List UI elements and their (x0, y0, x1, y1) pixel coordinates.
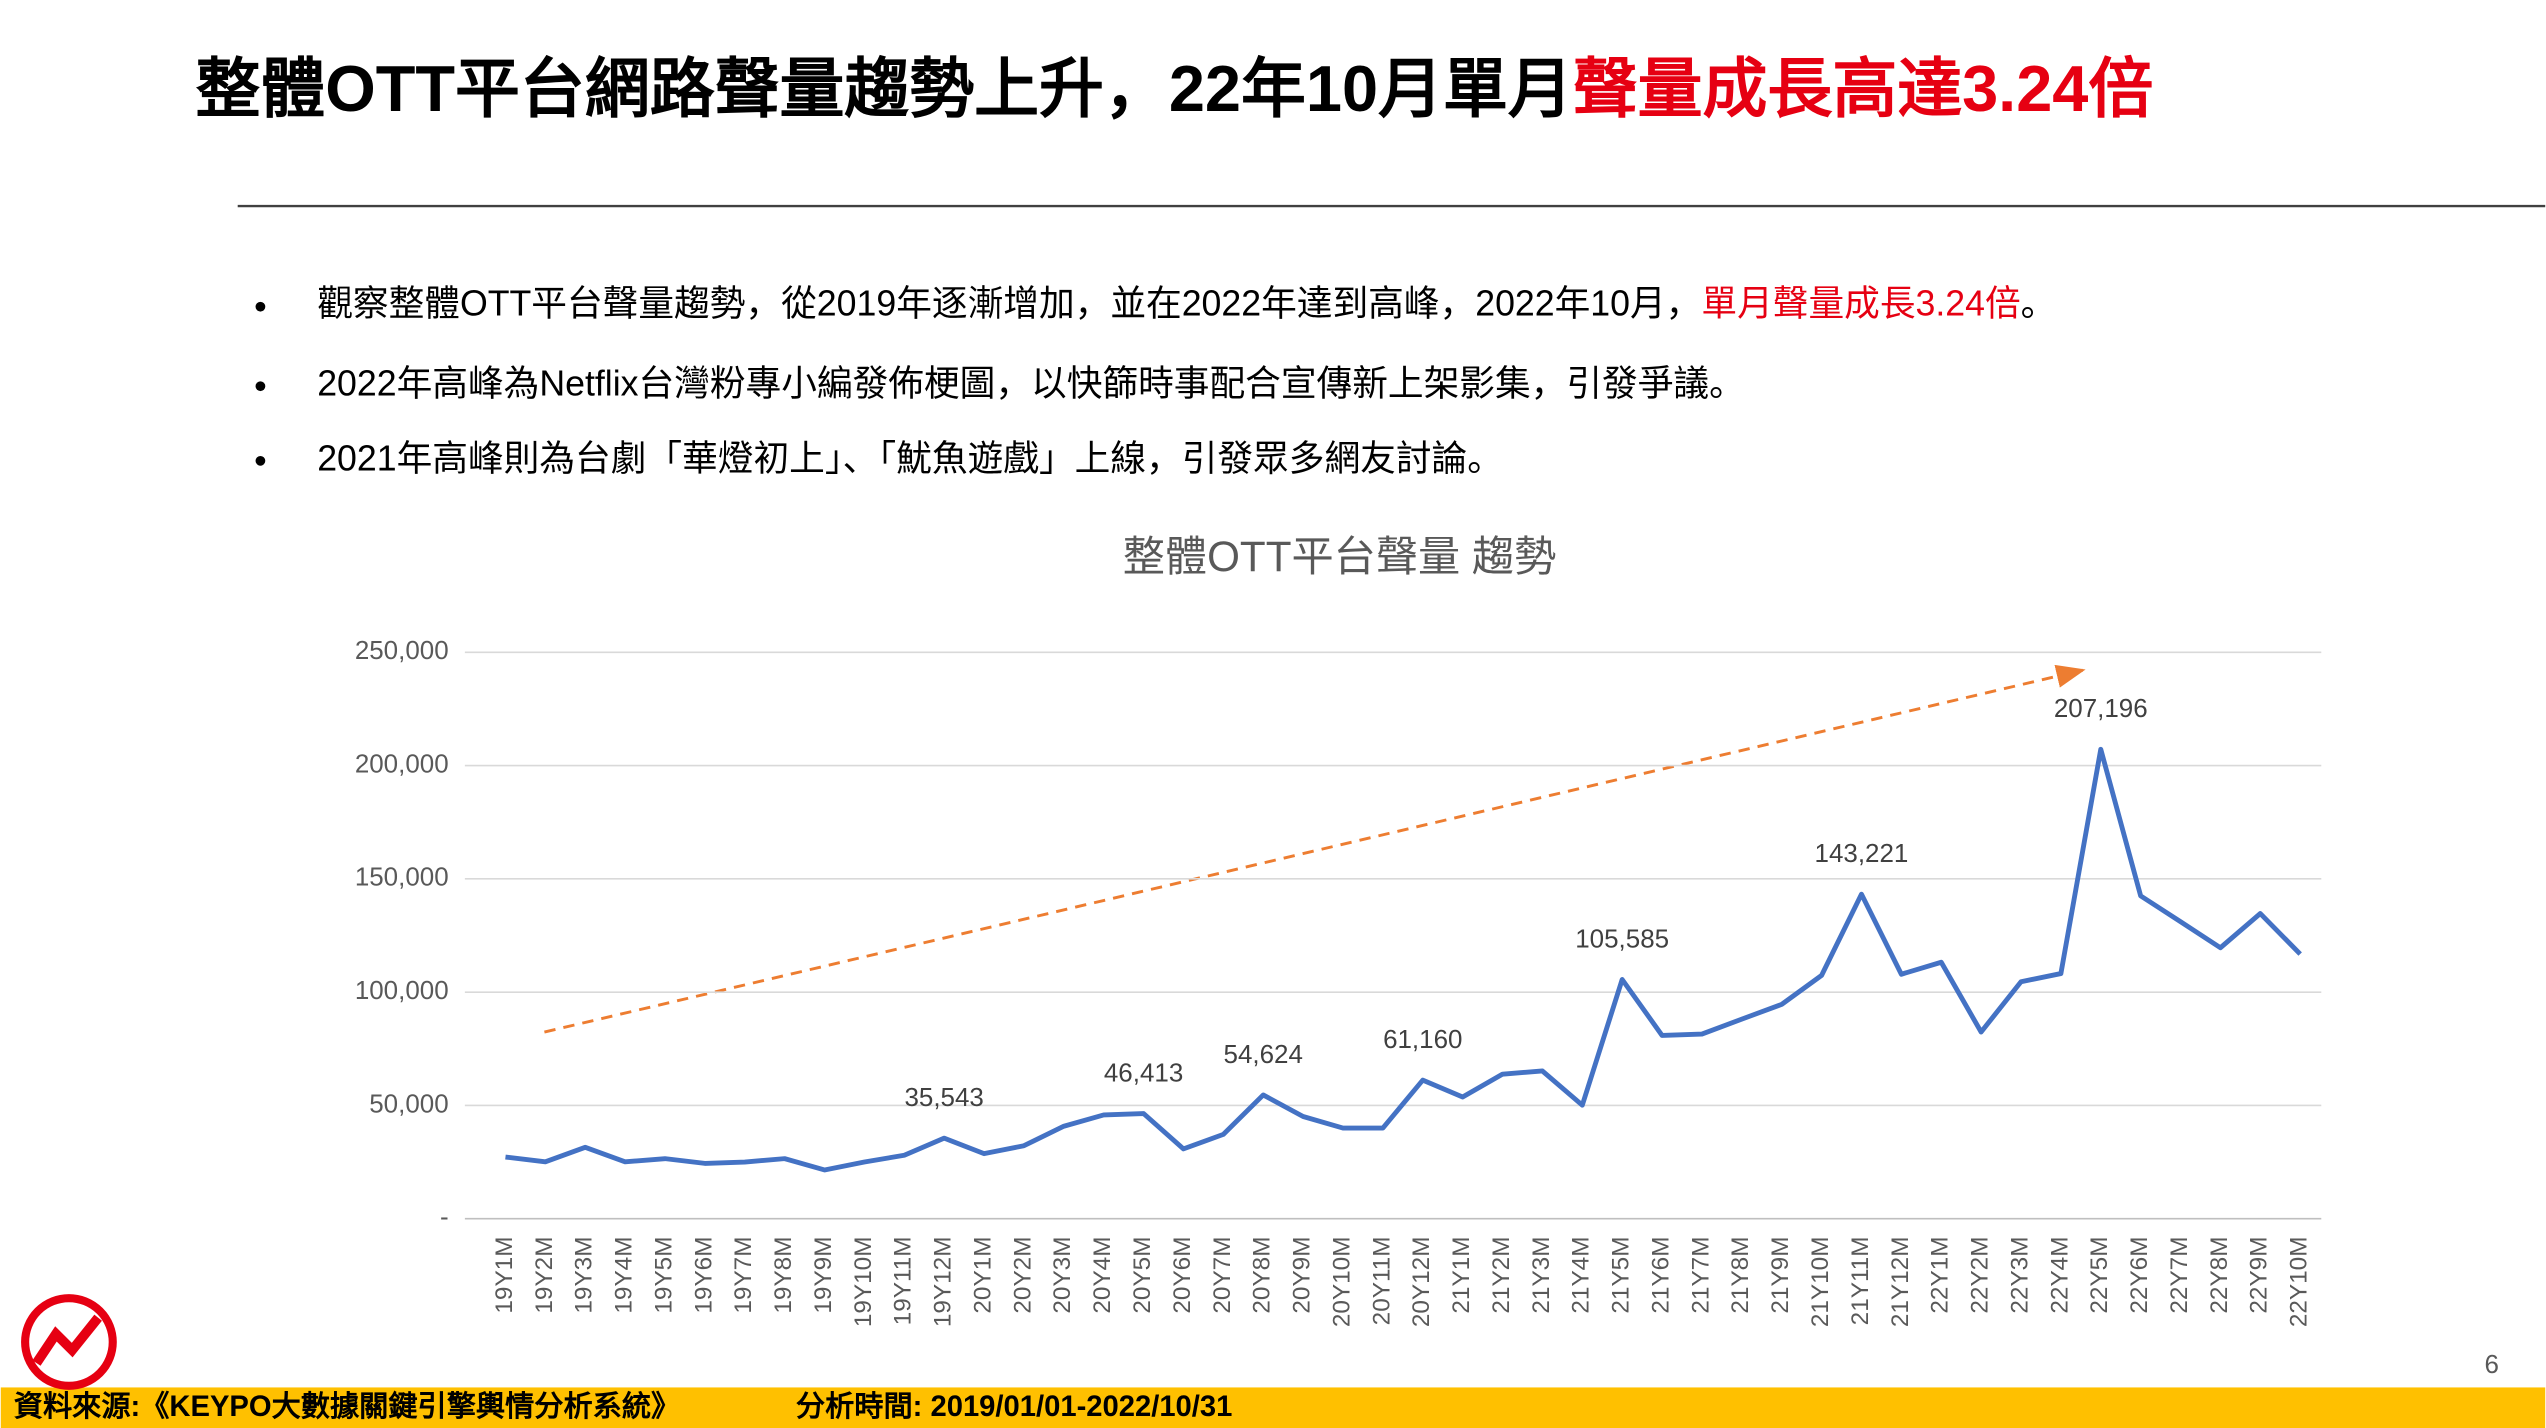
x-tick-label: 19Y12M (930, 1237, 957, 1328)
data-label: 207,196 (2054, 693, 2148, 723)
bullet: 2022年高峰為Netflix台灣粉專小編發佈梗圖，以快篩時事配合宣傳新上架影集… (317, 364, 1745, 404)
x-tick-label: 20Y8M (1249, 1237, 1276, 1314)
x-tick-label: 19Y3M (571, 1237, 598, 1314)
x-tick-label: 21Y7M (1687, 1237, 1714, 1314)
footer-source: 資料來源:《KEYPO大數據關鍵引擎輿情分析系統》 (14, 1389, 680, 1423)
bullet: 觀察整體OTT平台聲量趨勢，從2019年逐漸增加，並在2022年達到高峰，202… (317, 284, 2056, 324)
x-tick-label: 20Y12M (1408, 1237, 1435, 1328)
x-tick-label: 19Y6M (690, 1237, 717, 1314)
y-tick-label: 150,000 (355, 862, 449, 892)
x-tick-label: 21Y11M (1847, 1237, 1874, 1326)
footer-bar (0, 1387, 2546, 1428)
bullet: 2021年高峰則為台劇「華燈初上」、「魷魚遊戲」上線，引發眾多網友討論。 (317, 438, 1503, 478)
x-tick-label: 22Y10M (2286, 1237, 2313, 1328)
x-tick-label: 21Y4M (1568, 1237, 1595, 1314)
x-tick-label: 22Y2M (1967, 1237, 1994, 1314)
trend-arrow (544, 664, 2086, 1034)
x-tick-label: 19Y4M (611, 1237, 638, 1314)
slide-title: 整體OTT平台網路聲量趨勢上升，22年10月單月聲量成長高達3.24倍 (196, 52, 2154, 125)
x-tick-label: 20Y2M (1009, 1237, 1036, 1314)
x-tick-label: 20Y3M (1049, 1237, 1076, 1314)
logo (21, 1294, 117, 1390)
bullet-dot (255, 301, 266, 312)
x-tick-label: 20Y1M (969, 1237, 996, 1314)
y-tick-label: 200,000 (355, 748, 449, 778)
x-tick-label: 22Y5M (2086, 1237, 2113, 1314)
x-tick-label: 20Y6M (1169, 1237, 1196, 1314)
x-tick-label: 19Y10M (850, 1237, 877, 1328)
x-tick-label: 22Y3M (2006, 1237, 2033, 1314)
footer-period: 分析時間: 2019/01/01-2022/10/31 (796, 1390, 1232, 1423)
x-tick-label: 22Y6M (2126, 1237, 2153, 1314)
x-tick-label: 19Y1M (491, 1237, 518, 1314)
x-tick-label: 20Y11M (1368, 1237, 1395, 1326)
x-tick-label: 22Y9M (2246, 1237, 2273, 1314)
chart-title: 整體OTT平台聲量 趨勢 (1123, 533, 1557, 580)
bullet-tail: 。 (2021, 284, 2057, 324)
x-tick-label: 21Y12M (1887, 1237, 1914, 1328)
bullet-highlight: 單月聲量成長3.24倍 (1701, 284, 2020, 324)
x-tick-label: 22Y8M (2206, 1237, 2233, 1314)
y-tick-label: 50,000 (369, 1088, 448, 1118)
y-tick-label: - (440, 1202, 449, 1232)
x-tick-label: 21Y3M (1528, 1237, 1555, 1314)
x-tick-label: 19Y7M (730, 1237, 757, 1314)
x-tick-label: 20Y7M (1209, 1237, 1236, 1314)
title-main: 整體OTT平台網路聲量趨勢上升，22年10月單月 (196, 52, 1573, 125)
x-tick-label: 21Y1M (1448, 1237, 1475, 1314)
line-series (505, 746, 2302, 1173)
x-tick-label: 19Y11M (890, 1237, 917, 1326)
x-tick-label: 20Y10M (1328, 1237, 1355, 1328)
y-tick-label: 100,000 (355, 975, 449, 1005)
x-tick-label: 20Y9M (1289, 1237, 1316, 1314)
x-tick-label: 19Y5M (650, 1237, 677, 1314)
bullet-text: 觀察整體OTT平台聲量趨勢，從2019年逐漸增加，並在2022年達到高峰，202… (317, 284, 1701, 324)
x-tick-label: 21Y6M (1647, 1237, 1674, 1314)
data-label: 46,413 (1104, 1057, 1183, 1087)
x-tick-label: 21Y5M (1608, 1237, 1635, 1314)
y-tick-label: 250,000 (355, 635, 449, 665)
x-tick-label: 21Y2M (1488, 1237, 1515, 1314)
data-label: 105,585 (1575, 923, 1669, 953)
x-tick-label: 19Y2M (531, 1237, 558, 1314)
data-label: 35,543 (904, 1082, 983, 1112)
bullet-dot (255, 381, 266, 392)
x-tick-label: 20Y4M (1089, 1237, 1116, 1314)
data-label: 54,624 (1224, 1039, 1303, 1069)
x-tick-label: 19Y8M (770, 1237, 797, 1314)
x-tick-label: 21Y9M (1767, 1237, 1794, 1314)
page-number: 6 (2484, 1349, 2498, 1379)
title-highlight: 聲量成長高達3.24倍 (1573, 52, 2154, 125)
bullet-dot (255, 455, 266, 466)
data-label: 143,221 (1815, 838, 1909, 868)
x-tick-label: 22Y1M (1927, 1237, 1954, 1314)
x-tick-label: 22Y4M (2046, 1237, 2073, 1314)
x-tick-label: 20Y5M (1129, 1237, 1156, 1314)
x-tick-label: 19Y9M (810, 1237, 837, 1314)
x-tick-label: 21Y10M (1807, 1237, 1834, 1328)
data-label: 61,160 (1383, 1024, 1462, 1054)
x-tick-label: 22Y7M (2166, 1237, 2193, 1314)
x-tick-label: 21Y8M (1727, 1237, 1754, 1314)
